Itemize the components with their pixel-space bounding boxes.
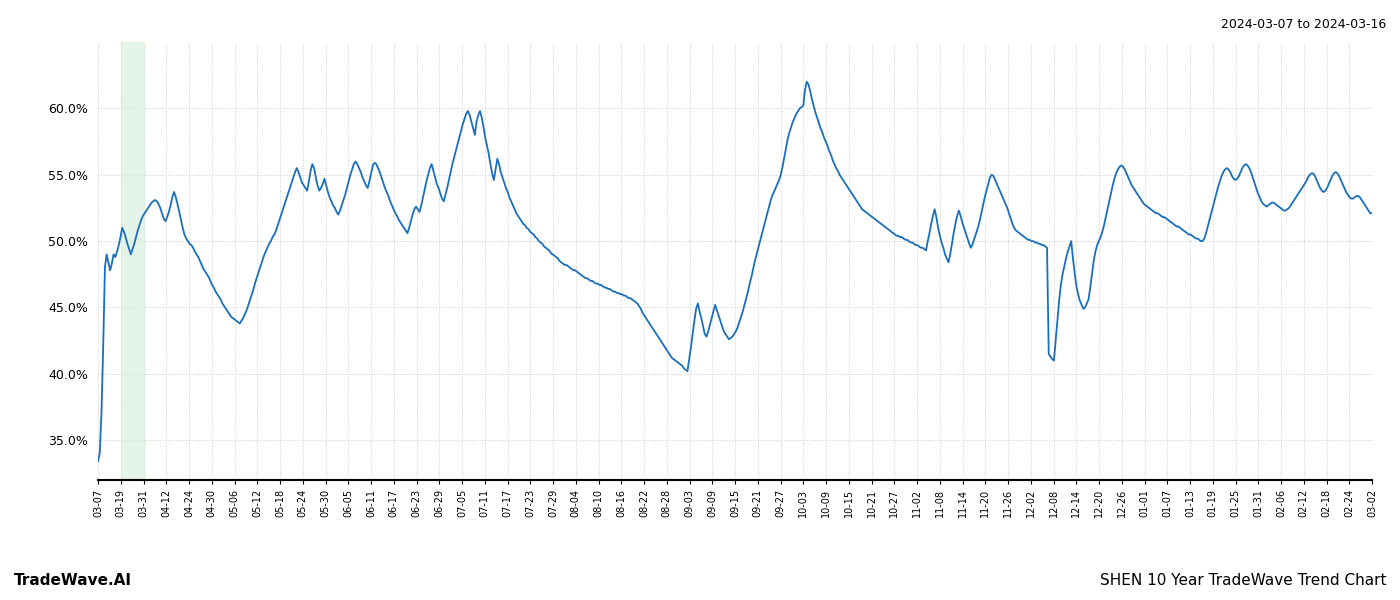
Bar xyxy=(120,42,143,480)
Text: TradeWave.AI: TradeWave.AI xyxy=(14,573,132,588)
Text: SHEN 10 Year TradeWave Trend Chart: SHEN 10 Year TradeWave Trend Chart xyxy=(1099,573,1386,588)
Text: 2024-03-07 to 2024-03-16: 2024-03-07 to 2024-03-16 xyxy=(1221,18,1386,31)
